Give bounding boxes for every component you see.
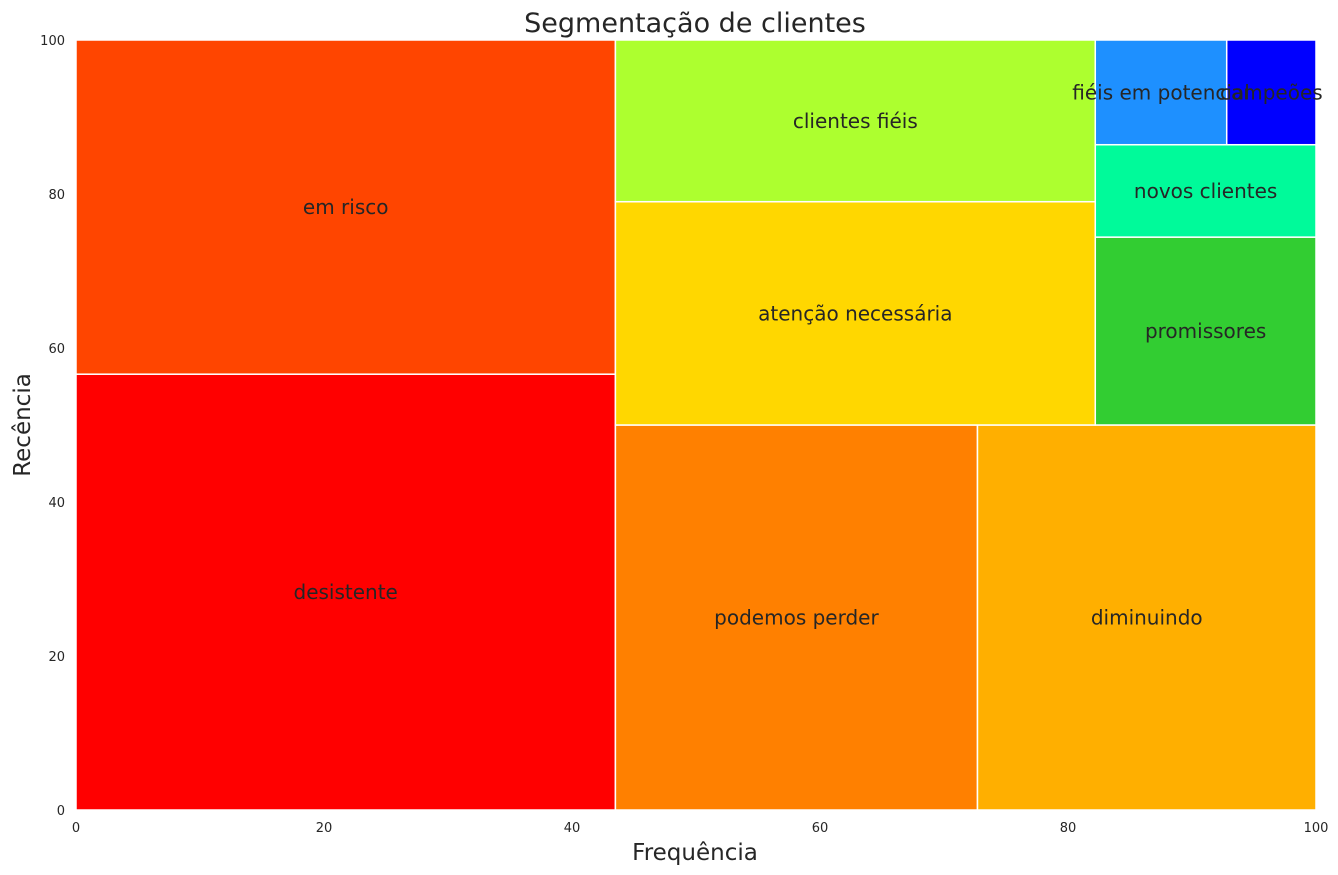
chart-title: Segmentação de clientes [524,8,866,39]
x-axis-label: Frequência [632,840,758,866]
segment-label-em-risco: em risco [303,195,389,219]
y-tick-label: 80 [48,188,65,203]
segment-label-fieis-em-potencial: fiéis em potencial [1072,80,1250,104]
segments-layer [75,39,1317,811]
segment-campeoes [1225,39,1317,146]
segment-label-podemos-perder: podemos perder [714,606,879,630]
y-tick-label: 20 [48,650,65,665]
segment-label-atencao-necessaria: atenção necessária [758,301,952,325]
segment-label-diminuindo: diminuindo [1091,606,1203,630]
y-axis-label: Recência [10,373,36,477]
y-tick-label: 60 [48,342,65,357]
x-tick-label: 0 [72,821,80,836]
segment-diminuindo [976,424,1317,811]
segment-clientes-fieis [614,39,1097,203]
segment-promissores [1094,236,1317,426]
segment-label-clientes-fieis: clientes fiéis [793,109,918,133]
segment-labels-layer: desistente em risco podemos perder diminuin… [294,80,1323,629]
segment-desistente [75,373,617,811]
segment-novos-clientes [1094,143,1317,238]
segment-label-desistente: desistente [294,580,398,604]
y-tick-label: 0 [57,804,65,819]
x-tick-label: 100 [1304,821,1329,836]
segment-label-promissores: promissores [1145,319,1266,343]
segment-fieis-em-potencial [1094,39,1228,146]
y-axis-ticks: 0 20 40 60 80 100 [40,34,65,819]
y-tick-label: 100 [40,34,65,49]
segment-label-campeoes: campeões [1220,80,1323,104]
y-tick-label: 40 [48,496,65,511]
segment-label-novos-clientes: novos clientes [1134,179,1277,203]
segment-atencao-necessaria [614,200,1097,426]
x-tick-label: 60 [812,821,829,836]
x-tick-label: 20 [316,821,333,836]
x-tick-label: 40 [564,821,581,836]
x-axis-ticks: 0 20 40 60 80 100 [72,821,1329,836]
x-tick-label: 80 [1060,821,1077,836]
segment-em-risco [75,39,617,375]
